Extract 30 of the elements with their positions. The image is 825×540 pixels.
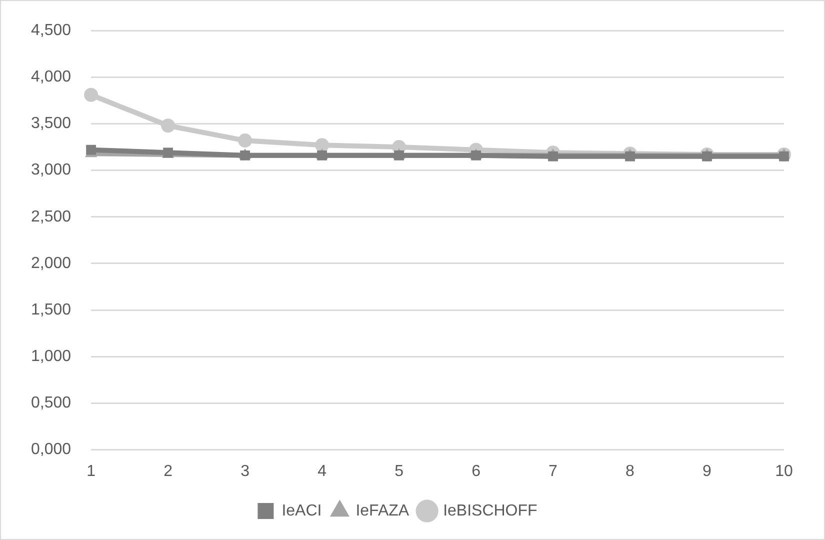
point bbox=[84, 88, 98, 102]
point bbox=[238, 134, 252, 148]
y-tick-label: 3,000 bbox=[30, 162, 72, 179]
y-tick-label: 4,500 bbox=[30, 22, 72, 40]
y-tick-label: 0,000 bbox=[30, 441, 72, 458]
x-tick-label: 2 bbox=[164, 462, 173, 480]
point bbox=[625, 151, 635, 162]
x-tick-label: 7 bbox=[548, 462, 558, 480]
point bbox=[161, 118, 176, 133]
x-tick-label: 5 bbox=[394, 462, 404, 480]
point bbox=[315, 138, 330, 152]
y-tick-label: 4,000 bbox=[30, 68, 72, 86]
x-tick-label: 6 bbox=[472, 462, 481, 480]
x-tick-label: 8 bbox=[626, 462, 635, 480]
x-tick-label: 1 bbox=[86, 462, 96, 480]
y-tick-label: 1,000 bbox=[30, 348, 72, 366]
y-tick-label: 3,500 bbox=[30, 115, 72, 132]
legend-label: IeFAZA bbox=[356, 502, 410, 520]
y-tick-label: 2,500 bbox=[30, 208, 72, 226]
x-tick-label: 10 bbox=[775, 462, 793, 480]
y-tick-label: 2,000 bbox=[30, 254, 72, 272]
legend-label: IeACI bbox=[282, 502, 322, 520]
x-tick-label: 3 bbox=[240, 462, 250, 480]
x-tick-label: 9 bbox=[702, 462, 712, 480]
point bbox=[86, 144, 96, 155]
point bbox=[548, 151, 558, 162]
legend-label: IeBISCHOFF bbox=[443, 502, 538, 520]
y-tick-label: 1,500 bbox=[30, 301, 72, 318]
x-tick-label: 4 bbox=[318, 462, 327, 480]
y-tick-label: 0,500 bbox=[30, 394, 72, 412]
